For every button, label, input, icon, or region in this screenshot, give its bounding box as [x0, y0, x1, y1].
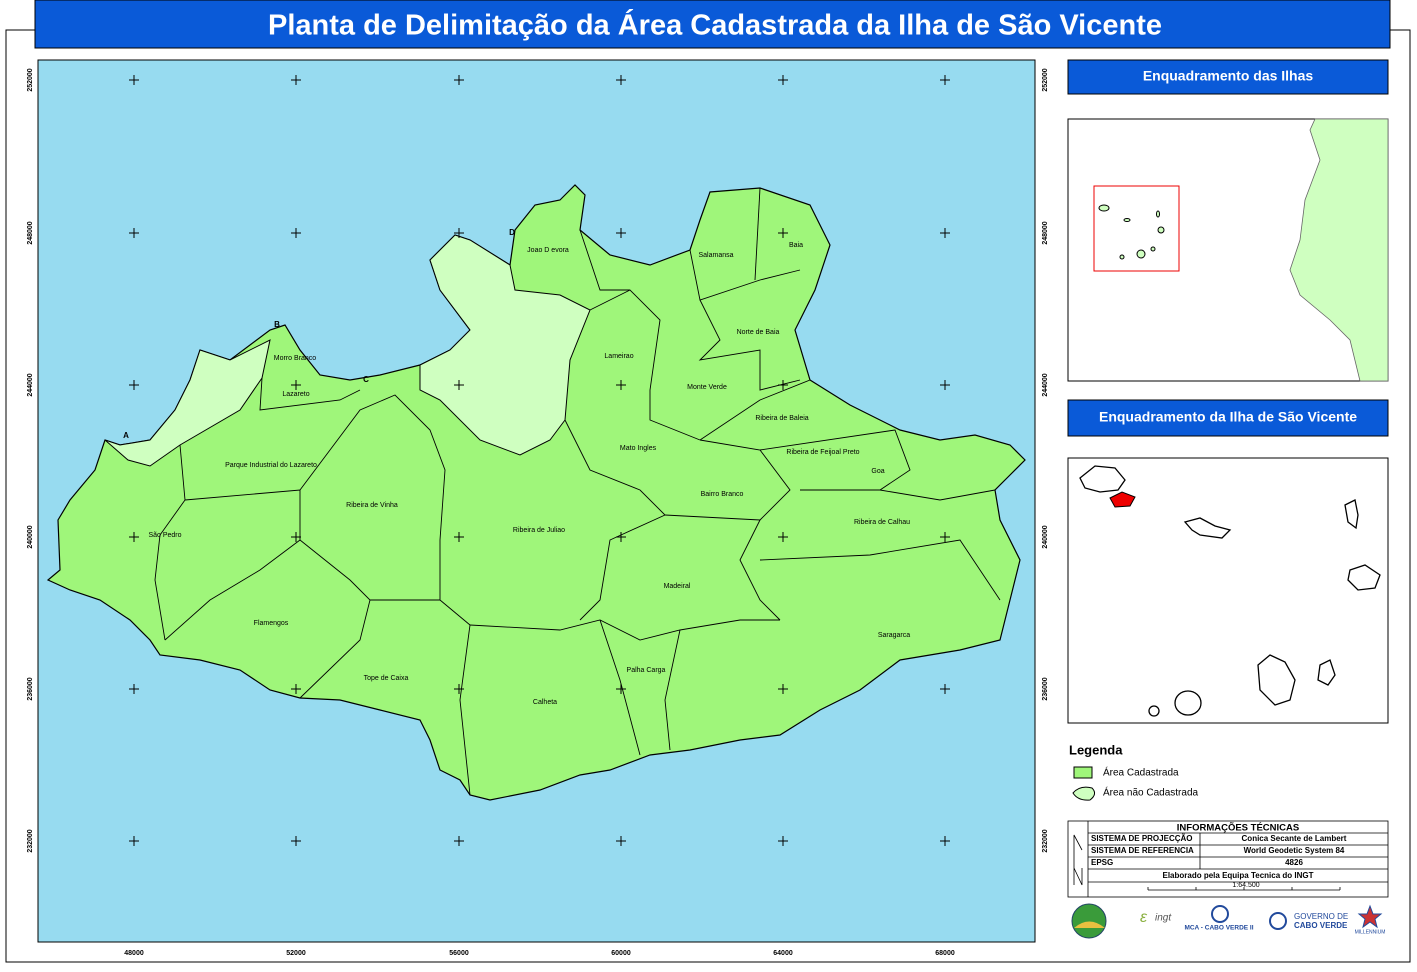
legend-item: Área Cadastrada [1103, 766, 1179, 779]
page: Planta de Delimitação da Área Cadastrada… [0, 0, 1417, 967]
region-label: Palha Carga [627, 667, 666, 674]
legend-item: Área não Cadastrada [1103, 786, 1199, 799]
x-tick-label: 48000 [124, 950, 144, 957]
region-label: São Pedro [148, 532, 181, 539]
point-label: A [123, 431, 129, 440]
region-label: Mato Ingles [620, 445, 657, 452]
region-label: Ribeira de Calhau [854, 519, 910, 526]
y-tick-label: 252000 [1042, 68, 1049, 91]
logo [1212, 906, 1228, 922]
logo-text: CABO VERDE [1294, 921, 1348, 930]
inset-title: Enquadramento das Ilhas [1143, 68, 1314, 84]
y-tick-label: 236000 [1042, 677, 1049, 700]
table-title: INFORMAÇÕES TÉCNICAS [1177, 823, 1299, 834]
logo [1072, 904, 1106, 938]
region-label: Lameirao [604, 353, 633, 360]
logo: ε [1140, 909, 1148, 926]
table-value: Conica Secante de Lambert [1242, 834, 1347, 843]
x-tick-label: 68000 [935, 950, 955, 957]
y-tick-label: 240000 [1042, 525, 1049, 548]
region-label: Baia [789, 242, 803, 249]
map-sheet: Planta de Delimitação da Área Cadastrada… [0, 0, 1417, 967]
y-tick-label: 236000 [27, 677, 34, 700]
y-tick-label: 252000 [27, 68, 34, 91]
y-tick-label: 232000 [1042, 829, 1049, 852]
region-label: Madeiral [664, 583, 691, 590]
table-value: World Geodetic System 84 [1244, 846, 1345, 855]
y-tick-label: 248000 [27, 221, 34, 244]
logo: ingt [1155, 913, 1172, 924]
technical-rows: SISTEMA DE PROJECÇÃO Conica Secante de La… [1091, 834, 1347, 867]
region-label: Bairro Branco [701, 491, 744, 498]
point-label: C [363, 375, 369, 384]
scale: 1:64.500 [1232, 882, 1259, 889]
x-tick-label: 56000 [449, 950, 469, 957]
legend-swatch [1074, 767, 1092, 778]
region-label: Tope de Caixa [364, 675, 409, 682]
region-label: Lazareto [282, 391, 309, 398]
region-label: Monte Verde [687, 384, 727, 391]
region-label: Calheta [533, 699, 557, 706]
table-key: SISTEMA DE PROJECÇÃO [1091, 834, 1193, 843]
point-label: B [274, 320, 280, 329]
region-label: Morro Branco [274, 355, 317, 362]
table-key: EPSG [1091, 858, 1113, 867]
legend-swatch [1073, 787, 1095, 800]
title: Planta de Delimitação da Área Cadastrada… [268, 8, 1162, 42]
region-label: Norte de Baia [737, 329, 780, 336]
logos: ε ingt MCA - CABO VERDE II GOVERNO DE CA… [1072, 904, 1385, 938]
region-label: Ribeira de Feijoal Preto [786, 449, 859, 456]
region-label: Joao D evora [527, 247, 569, 254]
inset-title: Enquadramento da Ilha de São Vicente [1099, 409, 1357, 425]
logo-text: MILLENNIUM [1355, 929, 1386, 935]
region-label: Saragarca [878, 632, 910, 639]
region-label: Salamansa [698, 252, 733, 259]
table-value: 4826 [1285, 858, 1303, 867]
region-label: Flamengos [254, 620, 289, 627]
y-tick-label: 248000 [1042, 221, 1049, 244]
region-label: Parque Industrial do Lazareto [225, 462, 317, 469]
logo-text: MCA - CABO VERDE II [1184, 925, 1253, 932]
region-label: Ribeira de Baleia [755, 415, 808, 422]
logo [1270, 913, 1286, 929]
point-label: D [509, 228, 515, 237]
x-tick-label: 52000 [286, 950, 306, 957]
region-label: Ribeira de Vinha [346, 502, 398, 509]
y-tick-label: 244000 [1042, 373, 1049, 396]
region-label: Ribeira de Juliao [513, 527, 565, 534]
logo-text: GOVERNO DE [1294, 912, 1348, 921]
x-tick-label: 60000 [611, 950, 631, 957]
y-tick-label: 244000 [27, 373, 34, 396]
region-label: Goa [871, 468, 884, 475]
legend-title: Legenda [1069, 742, 1123, 757]
credit: Elaborado pela Equipa Tecnica do INGT [1163, 871, 1314, 880]
y-tick-label: 240000 [27, 525, 34, 548]
y-tick-label: 232000 [27, 829, 34, 852]
logo [1359, 906, 1381, 927]
table-key: SISTEMA DE REFERENCIA [1091, 846, 1194, 855]
x-tick-label: 64000 [773, 950, 793, 957]
